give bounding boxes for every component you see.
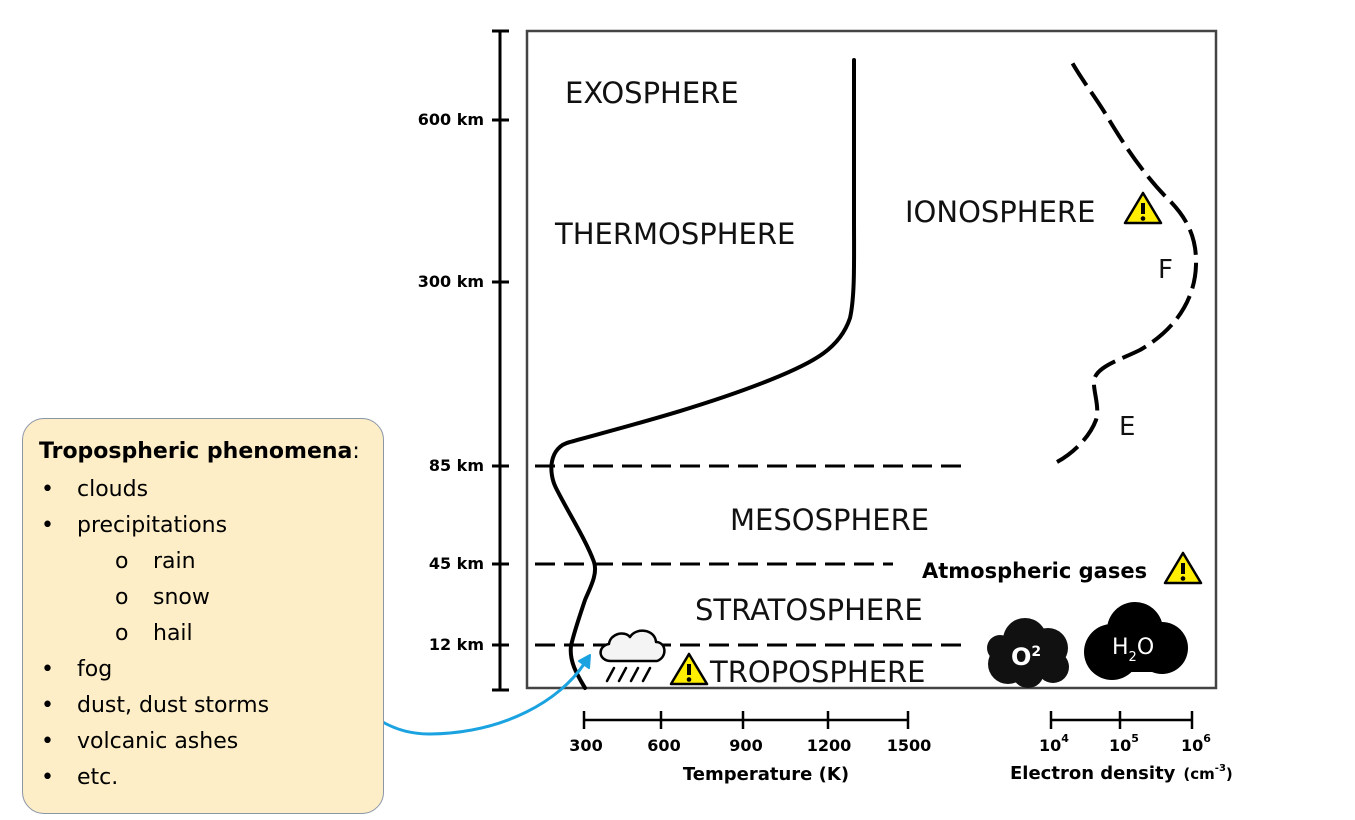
altitude-tick-label: 600 km xyxy=(418,110,484,129)
layer-thermosphere: THERMOSPHERE xyxy=(554,217,795,251)
o2-label-sup: 2 xyxy=(1031,644,1041,660)
callout-title-suffix: : xyxy=(352,439,360,464)
o2-cloud-icon: O2 xyxy=(987,618,1069,688)
ionosphere-f-region: F xyxy=(1158,255,1173,285)
list-item: • volcanic ashes xyxy=(39,724,383,760)
altitude-tick-label: 300 km xyxy=(418,272,484,291)
bullet: • xyxy=(41,477,54,502)
list-item-text: etc. xyxy=(77,765,119,790)
layer-exosphere: EXOSPHERE xyxy=(565,76,739,110)
list-item-text: hail xyxy=(153,621,193,646)
layer-stratosphere: STRATOSPHERE xyxy=(695,593,923,627)
electron-axis-unit: (cm-3) xyxy=(1183,763,1232,783)
bullet: o xyxy=(115,585,129,610)
h2o-label-base: H xyxy=(1112,635,1129,660)
electron-tick-base: 10 xyxy=(1039,736,1061,755)
h2o-label-tail: O xyxy=(1137,635,1154,660)
list-item: • dust, dust storms xyxy=(39,688,383,724)
altitude-tick-label: 12 km xyxy=(429,635,484,654)
electron-axis-label-text: Electron density xyxy=(1010,763,1176,784)
electron-density-axis: 104 105 106 Electron density (cm-3) xyxy=(1010,711,1233,784)
electron-tick-exp: 4 xyxy=(1061,732,1069,745)
o2-label: O2 xyxy=(1011,643,1041,671)
o2-label-base: O xyxy=(1011,643,1031,671)
electron-tick-base: 10 xyxy=(1181,736,1203,755)
bullet: • xyxy=(41,657,54,682)
h2o-label: H2O xyxy=(1112,635,1154,665)
bullet: • xyxy=(41,513,54,538)
list-item-text: snow xyxy=(153,585,210,610)
h2o-cloud-icon: H2O xyxy=(1084,602,1188,680)
electron-density-profile xyxy=(1056,56,1199,464)
layer-troposphere: TROPOSPHERE xyxy=(709,655,926,689)
temperature-tick-label: 1500 xyxy=(887,736,932,755)
temperature-axis: 300 600 900 1200 1500 Temperature (K) xyxy=(569,711,931,785)
list-item-text: volcanic ashes xyxy=(77,729,239,754)
warning-icon xyxy=(669,652,709,686)
temperature-axis-label: Temperature (K) xyxy=(683,764,849,785)
list-item: • clouds xyxy=(39,472,383,508)
electron-tick-exp: 5 xyxy=(1131,732,1139,745)
temperature-tick-label: 900 xyxy=(729,736,762,755)
list-item-text: rain xyxy=(153,549,196,574)
altitude-axis: 600 km 300 km 85 km 45 km 12 km xyxy=(418,29,509,692)
list-item: • precipitations xyxy=(39,508,383,544)
h2o-label-sub: 2 xyxy=(1129,650,1137,665)
electron-tick-exp: 6 xyxy=(1203,732,1211,745)
bullet: • xyxy=(41,729,54,754)
bullet: o xyxy=(115,549,129,574)
list-item: o rain xyxy=(39,544,383,580)
warning-icon xyxy=(1123,191,1163,225)
electron-axis-label: Electron density (cm-3) xyxy=(1010,763,1233,784)
callout-title: Tropospheric phenomena: xyxy=(39,435,383,469)
rain-cloud-icon xyxy=(599,629,666,683)
temperature-tick-label: 300 xyxy=(569,736,602,755)
bullet: • xyxy=(41,765,54,790)
bullet: • xyxy=(41,693,54,718)
ionosphere-e-region: E xyxy=(1119,412,1135,442)
layer-mesosphere: MESOSPHERE xyxy=(730,503,929,537)
list-item-text: dust, dust storms xyxy=(77,693,270,718)
list-item-text: precipitations xyxy=(77,513,228,538)
warning-icon xyxy=(1163,551,1203,585)
plot-frame xyxy=(525,29,1218,690)
electron-tick-label: 106 xyxy=(1181,732,1211,755)
list-item-text: clouds xyxy=(77,477,149,502)
list-item: • fog xyxy=(39,652,383,688)
list-item-text: fog xyxy=(77,657,113,682)
temperature-tick-label: 600 xyxy=(647,736,680,755)
list-item: o snow xyxy=(39,580,383,616)
callout-title-text: Tropospheric phenomena xyxy=(39,439,353,464)
list-item: • etc. xyxy=(39,760,383,796)
electron-tick-label: 105 xyxy=(1109,732,1139,755)
phenomena-list: • clouds • precipitations o rain o snow o hai… xyxy=(39,472,383,796)
electron-tick-base: 10 xyxy=(1109,736,1131,755)
layer-ionosphere: IONOSPHERE xyxy=(905,195,1095,229)
tropospheric-phenomena-box: Tropospheric phenomena: • clouds • precipi… xyxy=(22,418,384,814)
electron-tick-label: 104 xyxy=(1039,732,1069,755)
temperature-tick-label: 1200 xyxy=(807,736,852,755)
altitude-tick-label: 45 km xyxy=(429,554,484,573)
altitude-tick-label: 85 km xyxy=(429,456,484,475)
bullet: o xyxy=(115,621,129,646)
temperature-profile xyxy=(549,58,857,690)
list-item: o hail xyxy=(39,616,383,652)
atmospheric-gases-label: Atmospheric gases xyxy=(922,559,1147,583)
